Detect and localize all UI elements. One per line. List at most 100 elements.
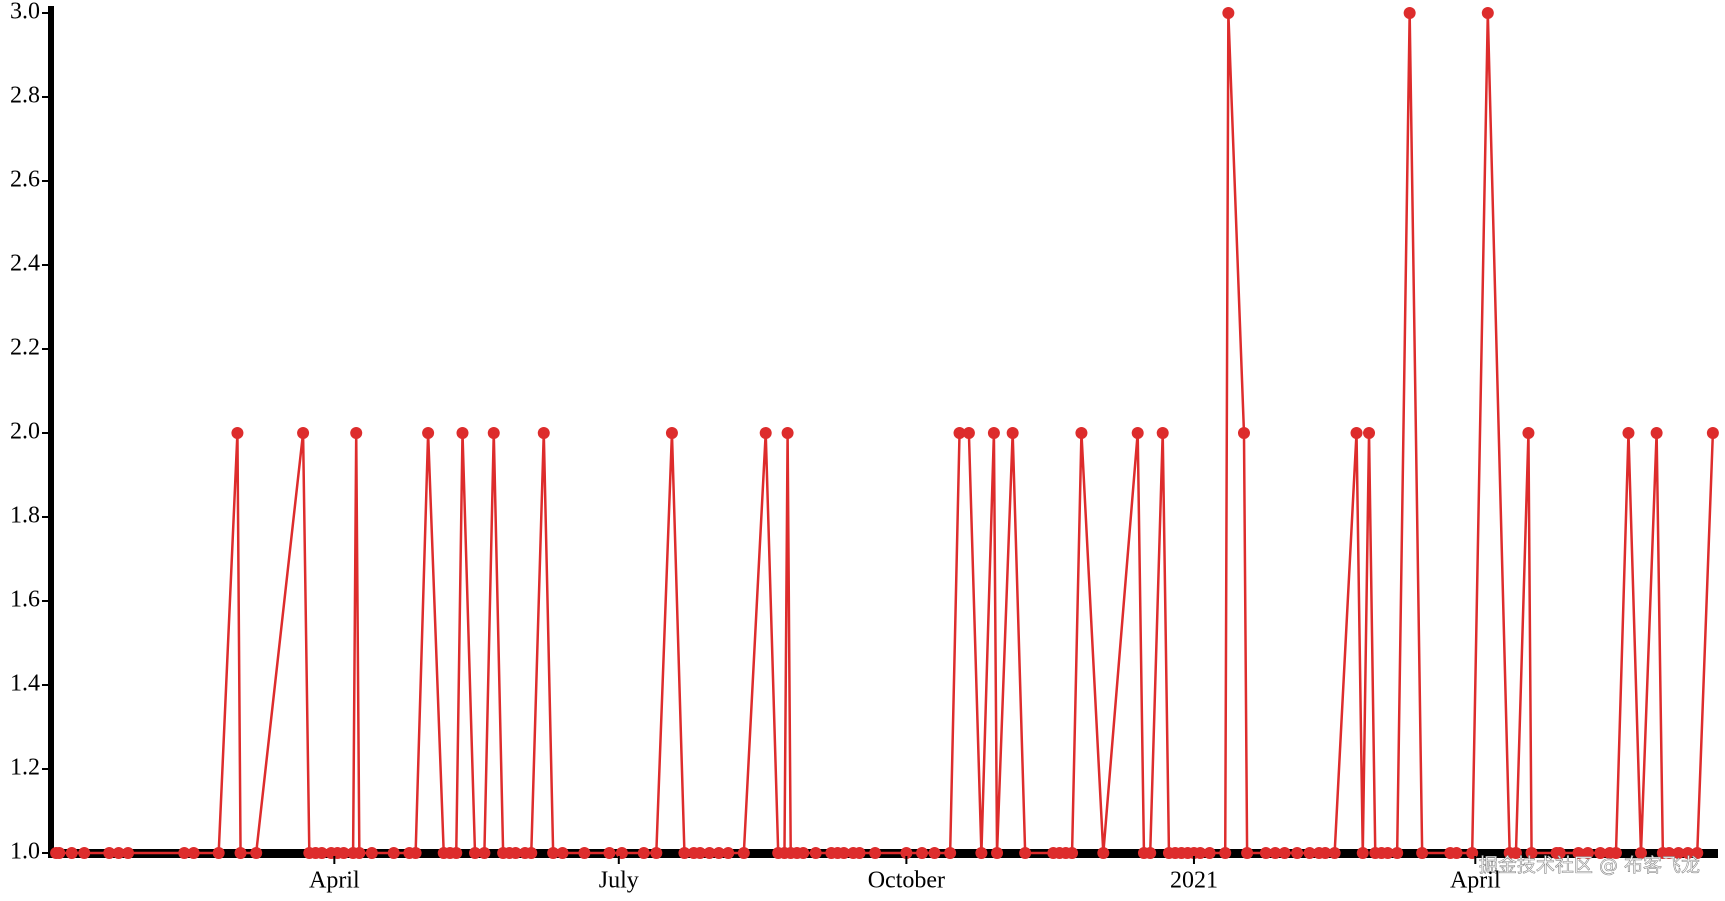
data-point [1019, 847, 1032, 859]
data-point [869, 847, 882, 859]
data-point [353, 847, 366, 859]
data-point [916, 847, 929, 859]
data-point [1237, 427, 1250, 439]
data-point [65, 847, 78, 859]
y-tick-label: 2.0 [10, 419, 40, 445]
data-point [1525, 847, 1538, 859]
y-tick-label: 2.8 [10, 83, 40, 109]
data-point [1075, 427, 1088, 439]
data-point [1066, 847, 1079, 859]
data-point [1097, 847, 1110, 859]
data-point [297, 427, 310, 439]
data-point [900, 847, 913, 859]
data-point [975, 847, 988, 859]
data-point [1650, 427, 1663, 439]
data-point [478, 847, 491, 859]
data-point [1681, 847, 1694, 859]
data-point [1581, 847, 1594, 859]
data-point [409, 847, 422, 859]
y-tick-label: 2.4 [10, 251, 40, 277]
data-point [603, 847, 616, 859]
x-tick-label: April [309, 868, 360, 894]
data-point [53, 847, 66, 859]
data-point [1328, 847, 1341, 859]
data-point [450, 847, 463, 859]
data-point [678, 847, 691, 859]
data-point [1381, 847, 1394, 859]
y-tick-label: 1.0 [10, 839, 40, 865]
data-point [1522, 427, 1535, 439]
data-point [1594, 847, 1607, 859]
data-point [1303, 847, 1316, 859]
y-tick-label: 1.6 [10, 587, 40, 613]
data-point [1450, 847, 1463, 859]
data-point [1416, 847, 1429, 859]
data-point [853, 847, 866, 859]
x-tick-label: April [1450, 868, 1501, 894]
data-point [797, 847, 810, 859]
data-point [1219, 847, 1232, 859]
data-point [615, 847, 628, 859]
data-point [578, 847, 591, 859]
data-point [1278, 847, 1291, 859]
data-point [809, 847, 822, 859]
data-point [1203, 847, 1216, 859]
y-tick-label: 1.8 [10, 503, 40, 529]
data-point [781, 427, 794, 439]
data-point [759, 427, 772, 439]
data-point [1634, 847, 1647, 859]
data-point [703, 847, 716, 859]
data-point [78, 847, 91, 859]
data-point [350, 427, 363, 439]
data-point [1691, 847, 1704, 859]
data-point [1222, 7, 1235, 19]
data-point [1403, 7, 1416, 19]
data-point [525, 847, 538, 859]
data-point [250, 847, 263, 859]
y-tick-label: 2.6 [10, 167, 40, 193]
data-point [665, 427, 678, 439]
data-point [487, 427, 500, 439]
data-point [694, 847, 707, 859]
x-tick-label: October [868, 868, 945, 894]
data-point [991, 847, 1004, 859]
data-point [1672, 847, 1685, 859]
data-point [1466, 847, 1479, 859]
data-point [469, 847, 482, 859]
data-point [187, 847, 200, 859]
data-point [422, 427, 435, 439]
data-point [953, 427, 966, 439]
data-point [1291, 847, 1304, 859]
data-point [547, 847, 560, 859]
data-point [1131, 427, 1144, 439]
data-point [1553, 847, 1566, 859]
data-point [1622, 427, 1635, 439]
data-point [712, 847, 725, 859]
data-point [837, 847, 850, 859]
data-point [387, 847, 400, 859]
data-point [1609, 847, 1622, 859]
data-point [1481, 7, 1494, 19]
data-point [737, 847, 750, 859]
data-point [722, 847, 735, 859]
y-tick-label: 3.0 [10, 0, 40, 25]
data-point [637, 847, 650, 859]
data-point [1194, 847, 1207, 859]
y-tick-label: 1.2 [10, 755, 40, 781]
data-point [1391, 847, 1404, 859]
data-point [987, 427, 1000, 439]
data-point [337, 847, 350, 859]
data-point [234, 847, 247, 859]
data-point [556, 847, 569, 859]
data-point [1350, 427, 1363, 439]
data-point [1572, 847, 1585, 859]
data-point [1144, 847, 1157, 859]
data-point [178, 847, 191, 859]
data-point [231, 427, 244, 439]
data-point [1259, 847, 1272, 859]
data-point [1663, 847, 1676, 859]
y-axis [48, 6, 54, 856]
data-point [509, 847, 522, 859]
data-point [112, 847, 125, 859]
